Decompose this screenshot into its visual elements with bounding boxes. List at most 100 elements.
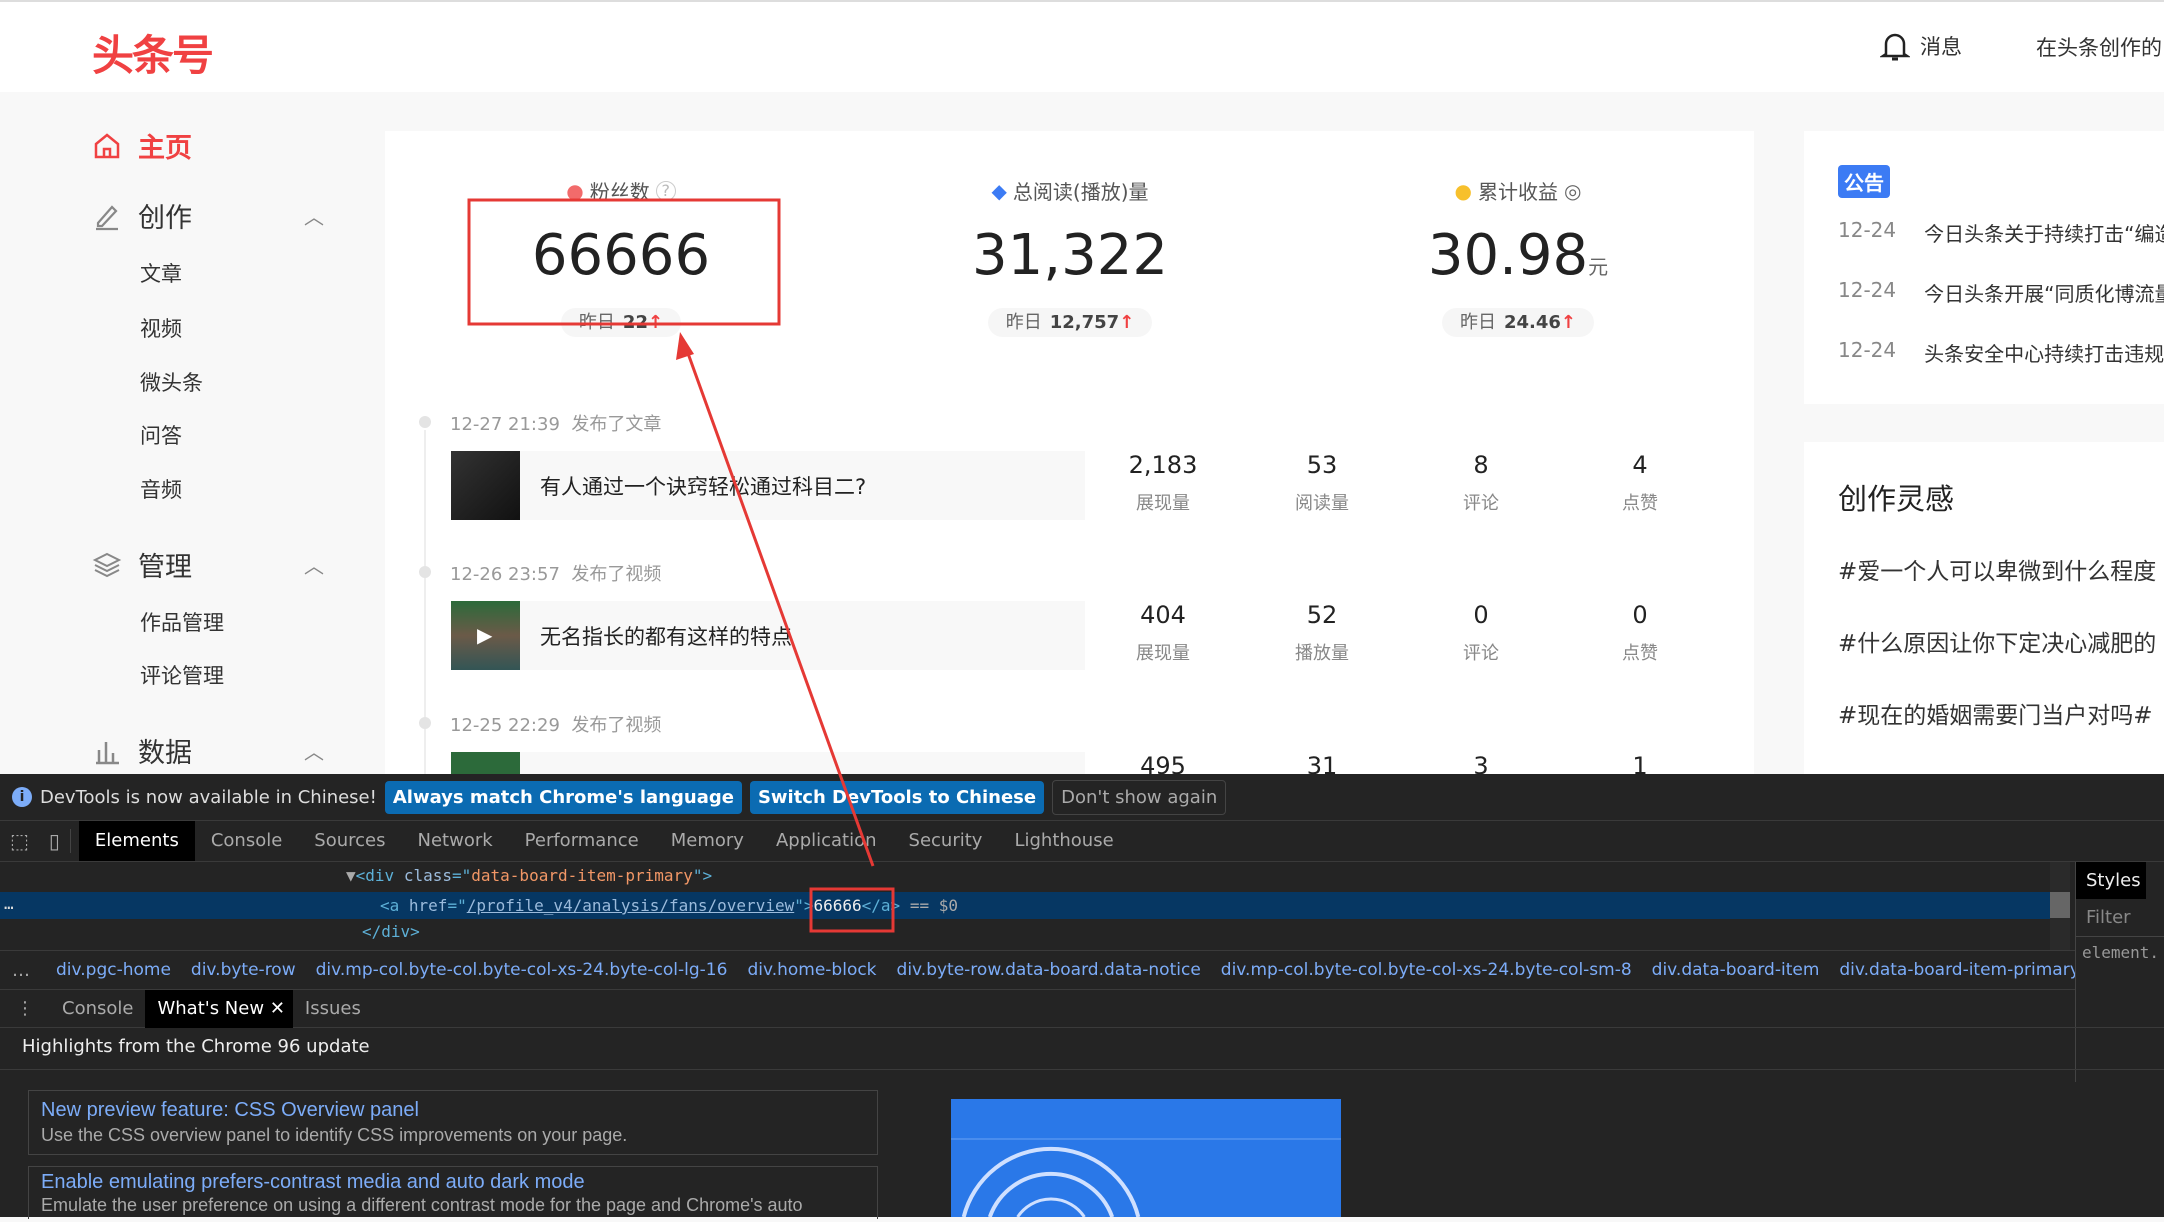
stat-label: 粉丝数 [589, 180, 650, 204]
sidebar-group-create[interactable]: 创作 ︿ [92, 196, 324, 235]
topic-item[interactable]: #爱一个人可以卑微到什么程度 [1838, 559, 2157, 585]
more-icon: … [12, 959, 30, 981]
sidebar-item-audio[interactable]: 音频 [140, 478, 182, 502]
sidebar-item-micro[interactable]: 微头条 [140, 371, 203, 395]
topic-item[interactable]: #什么原因让你下定决心减肥的 [1838, 631, 2157, 657]
feed-time: 12-25 22:29 发布了视频 [450, 715, 662, 736]
dont-show-button[interactable]: Don't show again [1052, 779, 1227, 815]
selected-dom-node[interactable]: … <a href="/profile_v4/analysis/fans/ove… [0, 892, 2050, 919]
messages-button[interactable]: 消息 [1880, 30, 1962, 62]
sidebar-label: 管理 [138, 552, 192, 583]
chevron-up-icon[interactable]: ︿ [304, 205, 324, 229]
metric-label: 播放量 [1295, 643, 1349, 664]
notice-item[interactable]: 12-24 今日头条关于持续打击“编造 [1838, 218, 2164, 246]
dom-node[interactable]: ▼<div class="data-board-item-primary"> [346, 866, 713, 885]
styles-filter-input[interactable]: Filter [2076, 899, 2164, 937]
devtools-tab-security[interactable]: Security [908, 830, 983, 851]
metric-value: 3 [1473, 752, 1489, 780]
styles-tab[interactable]: Styles [2076, 862, 2146, 899]
bolt-icon: ◆ [991, 178, 1007, 203]
stat-income: ● 累计收益 ◎ 30.98元 昨日 24.46↑ [1318, 176, 1718, 337]
breadcrumb-item[interactable]: div.byte-row [190, 960, 296, 980]
href-link[interactable]: /profile_v4/analysis/fans/overview [466, 896, 795, 915]
breadcrumb-item[interactable]: div.byte-row.data-board.data-notice [896, 960, 1201, 980]
stat-fans: ● 粉丝数? 66666 昨日 22↑ [421, 176, 821, 337]
breadcrumb-item[interactable]: div.home-block [747, 960, 877, 980]
timeline-dot [419, 566, 431, 578]
styles-pane: Styles Filter element. [2075, 862, 2164, 1082]
metric-value: 53 [1306, 451, 1338, 479]
metric-label: 展现量 [1136, 643, 1190, 664]
devtools-tab-network[interactable]: Network [417, 830, 493, 851]
devtools-tab-console[interactable]: Console [210, 830, 283, 851]
metric-value: 4 [1632, 451, 1648, 479]
devtools-tab-lighthouse[interactable]: Lighthouse [1014, 830, 1114, 851]
sidebar-item-works[interactable]: 作品管理 [140, 611, 224, 635]
metric-value: 404 [1140, 601, 1186, 629]
topic-item[interactable]: #现在的婚姻需要门当户对吗# [1838, 703, 2153, 729]
logo[interactable]: 头条号 [92, 31, 214, 80]
feed-title[interactable]: 有人通过一个诀窍轻松通过科目二? [540, 475, 867, 499]
stat-reads: ◆ 总阅读(播放)量 31,322 昨日 12,757↑ [870, 176, 1270, 337]
devtools-tab-memory[interactable]: Memory [670, 830, 744, 851]
chevron-up-icon[interactable]: ︿ [304, 554, 324, 578]
metric-value: 1 [1632, 752, 1648, 780]
devtools-tab-performance[interactable]: Performance [524, 830, 639, 851]
stat-value[interactable]: 30.98元 [1427, 223, 1609, 288]
stat-value[interactable]: 66666 [531, 223, 711, 288]
close-icon[interactable]: ✕ [269, 997, 285, 1019]
sidebar-item-home[interactable]: 主页 [92, 126, 192, 165]
notice-item[interactable]: 12-24 头条安全中心持续打击违规 [1838, 338, 2164, 366]
highlights-heading: Highlights from the Chrome 96 update [22, 1036, 370, 1057]
drawer-tab-console[interactable]: Console [62, 997, 134, 1019]
switch-chinese-button[interactable]: Switch DevTools to Chinese [749, 780, 1045, 814]
layers-icon [92, 552, 122, 577]
help-icon[interactable]: ? [655, 180, 676, 201]
devtools-tab-elements[interactable]: Elements [78, 821, 195, 861]
stat-yesterday: 昨日 12,757↑ [987, 308, 1153, 337]
sidebar-item-article[interactable]: 文章 [140, 262, 182, 286]
eye-icon[interactable]: ◎ [1564, 178, 1582, 203]
devtools-tab-application[interactable]: Application [775, 830, 877, 851]
sidebar-label: 数据 [138, 738, 192, 769]
sidebar-item-video[interactable]: 视频 [140, 317, 182, 341]
metric-value: 0 [1473, 601, 1489, 629]
match-language-button[interactable]: Always match Chrome's language [384, 780, 742, 814]
sidebar-group-data[interactable]: 数据 ︿ [92, 731, 324, 770]
breadcrumb-item[interactable]: div.data-board-item [1651, 960, 1820, 980]
sidebar-item-comments[interactable]: 评论管理 [140, 664, 224, 688]
scrollbar[interactable] [2050, 862, 2070, 950]
timeline-dot [419, 717, 431, 729]
devtools-tab-sources[interactable]: Sources [314, 830, 386, 851]
breadcrumb-item[interactable]: div.pgc-home [56, 960, 171, 980]
create-link[interactable]: 在头条创作的 [2036, 36, 2162, 60]
inspect-icon[interactable]: ⬚ [10, 829, 29, 853]
notice-badge: 公告 [1838, 165, 1890, 198]
chevron-up-icon[interactable]: ︿ [304, 740, 324, 764]
arrow-up-icon: ↑ [1119, 312, 1135, 333]
device-toggle-icon[interactable]: ▯ [39, 829, 71, 853]
whats-new-item[interactable]: Enable emulating prefers-contrast media … [28, 1166, 878, 1219]
breadcrumb-item[interactable]: div.mp-col.byte-col.byte-col-xs-24.byte-… [315, 960, 728, 980]
metric-label: 点赞 [1622, 643, 1658, 664]
whats-new-item[interactable]: New preview feature: CSS Overview panel U… [28, 1090, 878, 1155]
notice-card: 公告 [1804, 131, 2164, 404]
arrow-up-icon: ↑ [647, 312, 664, 333]
breadcrumb-item[interactable]: div.mp-col.byte-col.byte-col-xs-24.byte-… [1220, 960, 1632, 980]
drawer-tab-whats-new[interactable]: What's New ✕ [145, 989, 293, 1028]
breadcrumb-item[interactable]: div.data-board-item-primary [1839, 960, 2075, 980]
sidebar-group-manage[interactable]: 管理 ︿ [92, 545, 324, 584]
metric-value: 52 [1306, 601, 1338, 629]
sidebar-label: 主页 [138, 133, 192, 164]
feed-item[interactable]: ▶ 无名指长的都有这样的特点 [451, 601, 1085, 670]
drawer-tab-issues[interactable]: Issues [304, 997, 361, 1019]
kebab-menu-icon[interactable]: ⋮ [16, 998, 34, 1019]
feed-title[interactable]: 无名指长的都有这样的特点 [540, 625, 792, 649]
sidebar-item-qa[interactable]: 问答 [140, 424, 182, 448]
feed-item[interactable]: 有人通过一个诀窍轻松通过科目二? [451, 451, 1085, 520]
user-icon: ● [566, 178, 584, 203]
metric-label: 评论 [1463, 493, 1499, 514]
stat-value[interactable]: 31,322 [972, 223, 1168, 288]
notice-item[interactable]: 12-24 今日头条开展“同质化博流量 [1838, 278, 2164, 306]
dom-node-close: </div> [362, 922, 420, 941]
